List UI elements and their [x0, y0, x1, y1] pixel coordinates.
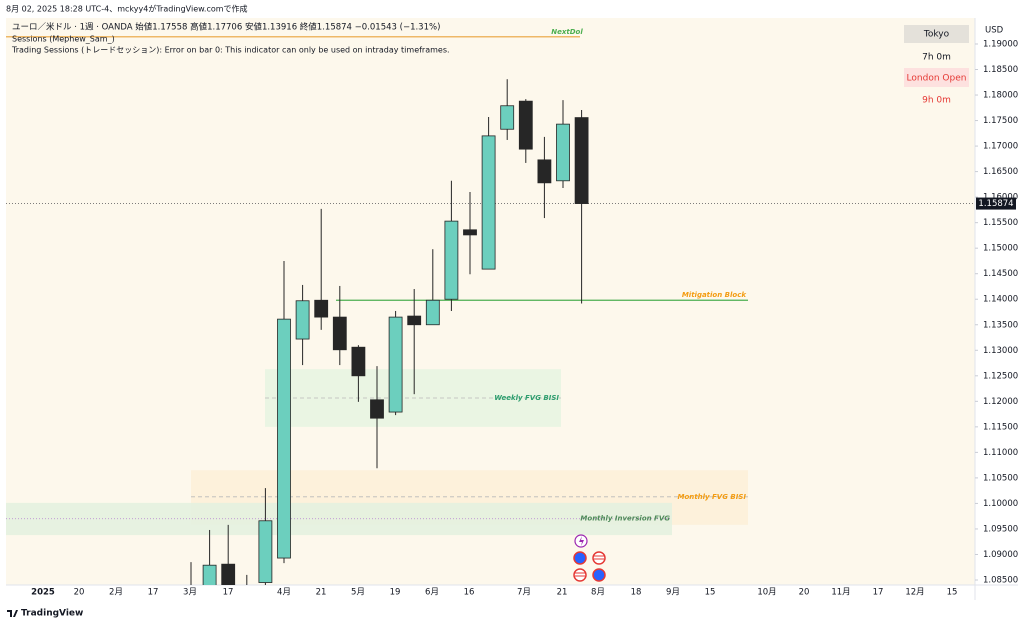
x-tick-label: 17 [148, 588, 159, 598]
candle-body [388, 316, 403, 413]
session-box [904, 68, 969, 87]
x-tick-label: 16 [464, 588, 475, 598]
price-axis-background [975, 18, 1018, 608]
y-tick-label: 1.14500 [983, 269, 1018, 279]
indicator-line: Sessions (Mephew_Sam_) [12, 35, 115, 44]
y-tick-label: 1.17500 [983, 116, 1018, 126]
currency-label: USD [985, 26, 1004, 36]
candle-body [574, 117, 589, 204]
candle-body [500, 105, 515, 130]
created-note: 8月 02, 2025 18:28 UTC-4、mckyy4がTradingVi… [6, 4, 248, 14]
y-tick-label: 1.18500 [983, 65, 1018, 75]
candle-body [444, 220, 459, 300]
y-tick-label: 1.17000 [983, 142, 1018, 152]
x-tick-label: 12月 [905, 588, 924, 598]
x-tick-label: 7月 [517, 588, 531, 598]
candle-body [518, 100, 533, 150]
x-tick-label: 9月 [666, 588, 680, 598]
session-box [904, 25, 969, 43]
level-label: NextDol [551, 28, 583, 36]
plot: Weekly FVG BISI Monthly FVG BISI Monthly I… [6, 36, 975, 591]
x-tick-label: 6月 [425, 588, 439, 598]
candle-body [258, 520, 273, 583]
symbol-line: ユーロ／米ドル · 1週 · OANDA 始値1.17558 高値1.17706… [12, 22, 440, 33]
session-name: London Open [907, 74, 967, 84]
zone-label: Monthly FVG BISI [678, 493, 747, 501]
candle-body [370, 399, 384, 419]
x-tick-label: 18 [631, 588, 642, 598]
candle-body [481, 135, 496, 270]
y-tick-label: 1.10000 [983, 499, 1018, 509]
y-tick-label: 1.09500 [983, 524, 1018, 534]
session-name: Tokyo [923, 30, 950, 40]
brand-name: TradingView [21, 609, 83, 619]
y-tick-label: 1.13500 [983, 320, 1018, 330]
candle-body [202, 564, 217, 585]
candle-body [332, 316, 347, 351]
x-tick-label: 2025 [31, 588, 55, 598]
x-tick-label: 5月 [351, 588, 365, 598]
price-tag [976, 197, 1016, 210]
y-tick-label: 1.12500 [983, 371, 1018, 381]
level-label: Mitigation Block [682, 291, 748, 299]
x-tick-label: 4月 [277, 588, 291, 598]
candle-body [314, 299, 329, 318]
y-tick-label: 1.09000 [983, 550, 1018, 560]
brand-logo: TradingView [7, 609, 83, 619]
candle-body [295, 300, 310, 340]
candle-body [463, 229, 477, 236]
x-tick-label: 20 [74, 588, 85, 598]
y-tick-label: 1.16500 [983, 167, 1018, 177]
candle-body [351, 346, 366, 377]
candle-body [425, 299, 440, 326]
x-tick-label: 8月 [591, 588, 605, 598]
y-tick-label: 1.10500 [983, 473, 1018, 483]
x-tick-label: 21 [316, 588, 327, 598]
zone-label: Monthly Inversion FVG [580, 515, 670, 523]
x-tick-label: 15 [705, 588, 716, 598]
y-tick-label: 1.15000 [983, 244, 1018, 254]
indicator-line: Trading Sessions (トレードセッション): Error on b… [11, 46, 450, 55]
x-tick-label: 19 [390, 588, 401, 598]
y-tick-label: 1.19000 [983, 39, 1018, 49]
y-tick-label: 1.12000 [983, 397, 1018, 407]
candle-body [407, 315, 422, 326]
y-tick-label: 1.15500 [983, 218, 1018, 228]
zone-label: Weekly FVG BISI [494, 394, 559, 402]
candle-body [221, 563, 236, 585]
x-tick-label: 17 [223, 588, 234, 598]
x-tick-label: 21 [557, 588, 568, 598]
price-tag-label: 1.15874 [978, 199, 1013, 209]
x-tick-label: 17 [873, 588, 884, 598]
x-tick-label: 2月 [109, 588, 123, 598]
x-tick-label: 15 [947, 588, 958, 598]
x-tick-label: 10月 [757, 588, 776, 598]
candle-body [277, 318, 291, 559]
y-tick-label: 1.13000 [983, 346, 1018, 356]
x-tick-label: 11月 [831, 588, 850, 598]
y-tick-label: 1.11500 [983, 422, 1018, 432]
y-tick-label: 1.14000 [983, 295, 1018, 305]
candle-body [537, 159, 552, 184]
x-tick-label: 3月 [183, 588, 197, 598]
x-tick-label: 20 [799, 588, 810, 598]
session-time: 9h 0m [922, 96, 951, 106]
candle-body [240, 588, 253, 591]
y-tick-label: 1.08500 [983, 575, 1018, 585]
y-tick-label: 1.11000 [983, 448, 1018, 458]
y-tick-label: 1.18000 [983, 91, 1018, 101]
candle-body [556, 123, 570, 182]
event-icons [573, 534, 606, 582]
session-time: 7h 0m [922, 53, 951, 63]
